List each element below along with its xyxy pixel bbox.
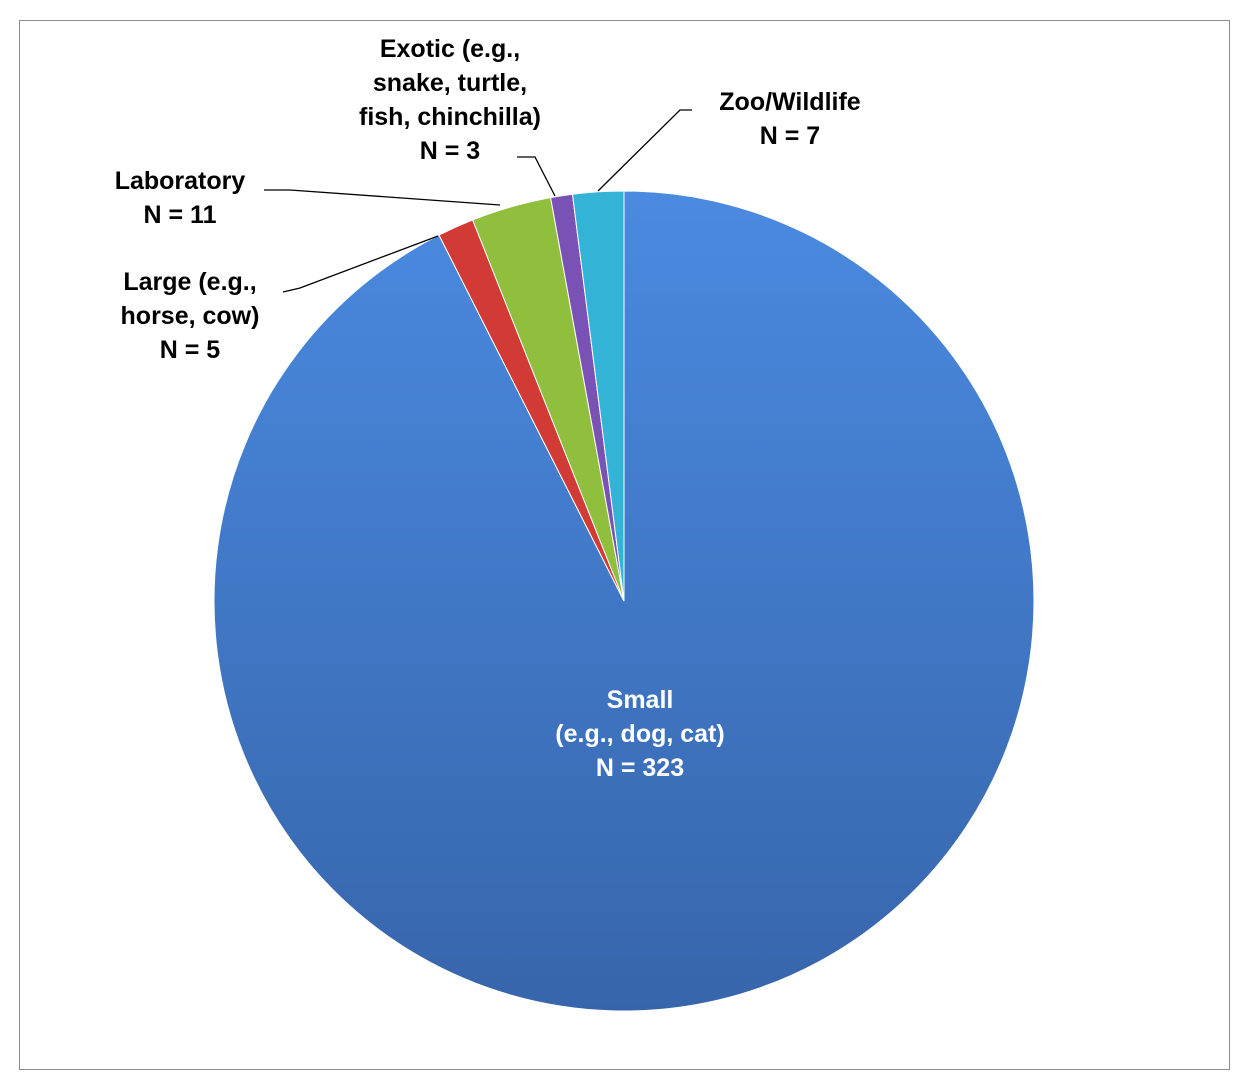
pie-slices xyxy=(213,190,1035,1012)
leader-exotic xyxy=(517,156,556,197)
label-exotic: Exotic (e.g., snake, turtle, fish, chinchi… xyxy=(359,35,541,165)
label-zoo-wildlife: Zoo/Wildlife N = 7 xyxy=(719,88,861,150)
leader-lines xyxy=(264,109,692,293)
label-exotic-line: N = 3 xyxy=(420,137,480,165)
label-laboratory: Laboratory N = 11 xyxy=(115,167,246,229)
label-exotic-line: snake, turtle, xyxy=(373,69,527,97)
leader-zoo-wildlife xyxy=(597,109,692,192)
label-large-line: N = 5 xyxy=(160,336,221,364)
label-exotic-line: Exotic (e.g., xyxy=(380,35,520,63)
label-zoo-wildlife-line: N = 7 xyxy=(760,122,820,150)
label-large-line: horse, cow) xyxy=(121,302,260,330)
label-large: Large (e.g., horse, cow) N = 5 xyxy=(121,268,260,364)
label-small-line: N = 323 xyxy=(596,754,684,782)
leader-laboratory xyxy=(264,189,501,206)
label-exotic-line: fish, chinchilla) xyxy=(359,103,541,131)
leader-large xyxy=(282,235,439,293)
slice-labels: Small (e.g., dog, cat) N = 323 Large (e.g.,… xyxy=(115,35,861,782)
label-small: Small (e.g., dog, cat) N = 323 xyxy=(555,686,724,782)
label-large-line: Large (e.g., xyxy=(123,268,256,296)
label-laboratory-line: N = 11 xyxy=(144,201,217,229)
slice-zoo-wildlife xyxy=(571,190,625,602)
label-small-line: (e.g., dog, cat) xyxy=(555,720,724,748)
label-laboratory-line: Laboratory xyxy=(115,167,246,195)
label-small-line: Small xyxy=(607,686,674,714)
label-zoo-wildlife-line: Zoo/Wildlife xyxy=(719,88,861,116)
